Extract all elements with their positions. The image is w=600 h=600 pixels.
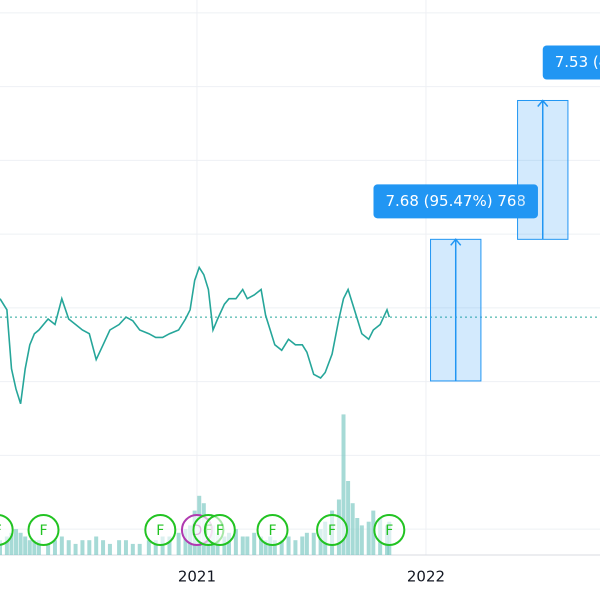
volume-bar xyxy=(94,536,99,555)
volume-bar xyxy=(359,525,364,555)
event-marker xyxy=(203,514,236,546)
volume-bar xyxy=(153,540,158,555)
volume-bar xyxy=(341,414,346,555)
volume-bar xyxy=(137,543,142,555)
event-label: F xyxy=(268,523,276,539)
volume-bar xyxy=(0,540,2,555)
volume-bar xyxy=(146,540,151,555)
event-marker xyxy=(0,514,14,546)
event-label: F xyxy=(385,523,393,539)
volume-bar xyxy=(222,536,227,555)
arrow-head xyxy=(537,99,549,107)
volume-bar xyxy=(80,540,85,555)
volume-bar xyxy=(240,536,245,555)
volume-bar xyxy=(304,532,309,555)
arrow-head xyxy=(450,238,462,246)
volume-bar xyxy=(27,540,32,555)
volume-bar xyxy=(117,540,122,555)
volume-bar xyxy=(300,536,305,555)
volume-bar xyxy=(176,532,181,555)
volume-bar xyxy=(233,529,238,555)
volume-bar xyxy=(36,540,41,555)
volume-bar xyxy=(107,543,112,555)
volume-bar xyxy=(18,532,23,555)
projection-label: 7.68 (95.47%) 768 xyxy=(373,184,538,219)
volume-bar xyxy=(245,536,250,555)
label-box xyxy=(373,184,538,219)
volume-bar xyxy=(4,536,9,555)
volume-bar xyxy=(272,540,277,555)
volume-bar xyxy=(130,543,135,555)
volume-bar xyxy=(123,540,128,555)
volume-bar xyxy=(366,521,371,555)
volume-bar xyxy=(101,540,106,555)
label-text: 7.53 (47.89%) 75 xyxy=(555,53,600,71)
event-marker xyxy=(373,514,406,546)
volume-bar xyxy=(32,540,37,555)
event-label: F xyxy=(156,523,164,539)
label-text: 7.68 (95.47%) 768 xyxy=(385,192,525,210)
event-label: F xyxy=(0,523,2,539)
volume-bar xyxy=(318,529,323,555)
volume-bar xyxy=(355,518,360,555)
volume-bar xyxy=(252,532,257,555)
volume-bar xyxy=(350,503,355,555)
volume-bar xyxy=(346,481,351,555)
volume-bar xyxy=(293,540,298,555)
event-marker xyxy=(316,514,349,546)
volume-bar xyxy=(183,529,188,555)
event-marker xyxy=(144,514,177,546)
volume-bar xyxy=(259,536,264,555)
volume-bar xyxy=(167,536,172,555)
volume-bar xyxy=(14,529,19,555)
label-box xyxy=(542,45,600,80)
volume-bar xyxy=(371,510,376,555)
event-label: F xyxy=(216,523,224,539)
event-label: F xyxy=(39,523,47,539)
event-marker xyxy=(27,514,60,546)
volume-bar xyxy=(263,540,268,555)
event-label: F xyxy=(328,523,336,539)
x-tick-label: 2022 xyxy=(407,568,445,586)
volume-bar xyxy=(227,532,232,555)
volume-bar xyxy=(87,540,92,555)
volume-bar xyxy=(311,532,316,555)
volume-bar xyxy=(46,543,51,555)
projection-label: 7.53 (47.89%) 75 xyxy=(542,45,600,80)
volume-bar xyxy=(52,540,57,555)
volume-bar xyxy=(9,532,14,555)
volume-bar xyxy=(73,543,78,555)
volume-bar xyxy=(59,536,64,555)
event-marker xyxy=(256,514,289,546)
volume-bar xyxy=(23,536,28,555)
x-tick-label: 2021 xyxy=(178,568,216,586)
price-line xyxy=(0,265,391,405)
volume-bar xyxy=(286,536,291,555)
volume-bar xyxy=(66,540,71,555)
volume-bar xyxy=(279,540,284,555)
